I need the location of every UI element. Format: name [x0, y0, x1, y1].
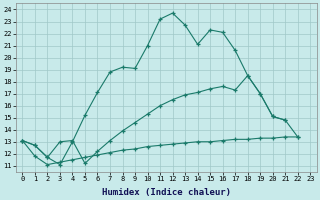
X-axis label: Humidex (Indice chaleur): Humidex (Indice chaleur) [102, 188, 231, 197]
